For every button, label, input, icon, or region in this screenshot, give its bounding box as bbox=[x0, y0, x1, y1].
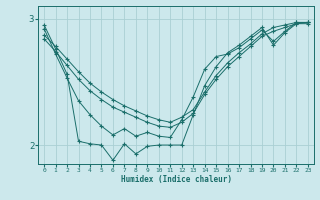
X-axis label: Humidex (Indice chaleur): Humidex (Indice chaleur) bbox=[121, 175, 231, 184]
